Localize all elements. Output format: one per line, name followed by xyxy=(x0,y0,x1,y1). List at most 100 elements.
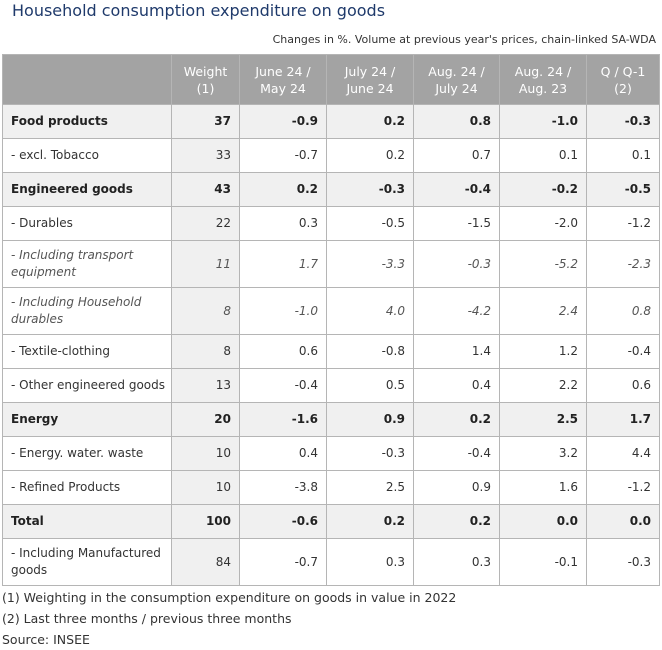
row-label: - excl. Tobacco xyxy=(2,138,172,173)
table-row: - Durables 22 0.3 -0.5 -1.5 -2.0 -1.2 xyxy=(2,206,660,241)
value-cell: 2.5 xyxy=(499,402,587,437)
value-cell: -0.1 xyxy=(499,538,587,586)
row-label: Engineered goods xyxy=(2,172,172,207)
value-cell: 0.3 xyxy=(239,206,327,241)
value-cell: 0.9 xyxy=(413,470,500,505)
value-cell: -2.0 xyxy=(499,206,587,241)
weight-cell: 20 xyxy=(171,402,240,437)
table-row: - Including Manufactured goods 84 -0.7 0.3 0… xyxy=(2,538,660,586)
row-label: - Refined Products xyxy=(2,470,172,505)
consumption-table: Weight (1) June 24 /May 24 July 24 /June … xyxy=(2,54,660,586)
weight-cell: 37 xyxy=(171,104,240,139)
value-cell: 1.2 xyxy=(499,334,587,369)
value-cell: -1.5 xyxy=(413,206,500,241)
value-cell: -0.3 xyxy=(586,538,660,586)
weight-cell: 8 xyxy=(171,334,240,369)
value-cell: 2.4 xyxy=(499,287,587,335)
value-cell: -0.5 xyxy=(586,172,660,207)
value-cell: 2.5 xyxy=(326,470,414,505)
weight-cell: 43 xyxy=(171,172,240,207)
weight-cell: 13 xyxy=(171,368,240,403)
value-cell: -0.7 xyxy=(239,138,327,173)
header-weight: Weight (1) xyxy=(171,54,240,105)
value-cell: -0.8 xyxy=(326,334,414,369)
source-note: Source: INSEE xyxy=(2,632,90,647)
table-row: Food products 37 -0.9 0.2 0.8 -1.0 -0.3 xyxy=(2,104,660,139)
value-cell: 4.4 xyxy=(586,436,660,471)
value-cell: 0.9 xyxy=(326,402,414,437)
value-cell: 0.6 xyxy=(239,334,327,369)
value-cell: 0.2 xyxy=(326,138,414,173)
row-label: Food products xyxy=(2,104,172,139)
value-cell: 0.2 xyxy=(413,504,500,539)
value-cell: -0.4 xyxy=(239,368,327,403)
table-row: - Including Household durables 8 -1.0 4.0 -4… xyxy=(2,287,660,335)
row-label: Energy xyxy=(2,402,172,437)
table-row: - Textile-clothing 8 0.6 -0.8 1.4 1.2 -0.4 xyxy=(2,334,660,369)
value-cell: 0.4 xyxy=(413,368,500,403)
value-cell: -5.2 xyxy=(499,240,587,288)
value-cell: 1.6 xyxy=(499,470,587,505)
header-aug-aug: Aug. 24 /Aug. 23 xyxy=(499,54,587,105)
weight-cell: 100 xyxy=(171,504,240,539)
weight-cell: 22 xyxy=(171,206,240,241)
weight-cell: 84 xyxy=(171,538,240,586)
value-cell: -0.3 xyxy=(413,240,500,288)
value-cell: -3.3 xyxy=(326,240,414,288)
footnotes: (1) Weighting in the consumption expendi… xyxy=(2,587,456,650)
header-june-may: June 24 /May 24 xyxy=(239,54,327,105)
value-cell: -4.2 xyxy=(413,287,500,335)
table-row: - Refined Products 10 -3.8 2.5 0.9 1.6 -1.2 xyxy=(2,470,660,505)
table-row: - Energy. water. waste 10 0.4 -0.3 -0.4 3.2 4.… xyxy=(2,436,660,471)
value-cell: -1.2 xyxy=(586,206,660,241)
value-cell: 0.8 xyxy=(586,287,660,335)
footnote-2: (2) Last three months / previous three m… xyxy=(2,611,292,626)
value-cell: -1.0 xyxy=(239,287,327,335)
weight-cell: 11 xyxy=(171,240,240,288)
value-cell: -1.6 xyxy=(239,402,327,437)
page-title: Household consumption expenditure on goo… xyxy=(12,1,386,20)
value-cell: -0.4 xyxy=(413,172,500,207)
header-july-june: July 24 /June 24 xyxy=(326,54,414,105)
row-label: - Including Household durables xyxy=(2,287,172,335)
value-cell: 0.5 xyxy=(326,368,414,403)
value-cell: 0.1 xyxy=(586,138,660,173)
value-cell: 1.4 xyxy=(413,334,500,369)
value-cell: 0.8 xyxy=(413,104,500,139)
row-label: - Energy. water. waste xyxy=(2,436,172,471)
value-cell: -3.8 xyxy=(239,470,327,505)
row-label: - Including Manufactured goods xyxy=(2,538,172,586)
weight-cell: 33 xyxy=(171,138,240,173)
header-aug-july: Aug. 24 /July 24 xyxy=(413,54,500,105)
table-row: Energy 20 -1.6 0.9 0.2 2.5 1.7 xyxy=(2,402,660,437)
value-cell: -2.3 xyxy=(586,240,660,288)
value-cell: -0.7 xyxy=(239,538,327,586)
footnote-1: (1) Weighting in the consumption expendi… xyxy=(2,590,457,605)
value-cell: 0.0 xyxy=(499,504,587,539)
header-quarter: Q / Q-1 (2) xyxy=(586,54,660,105)
value-cell: 0.3 xyxy=(326,538,414,586)
value-cell: -0.9 xyxy=(239,104,327,139)
table-header-row: Weight (1) June 24 /May 24 July 24 /June … xyxy=(2,54,660,105)
value-cell: -0.3 xyxy=(586,104,660,139)
table-row: Total 100 -0.6 0.2 0.2 0.0 0.0 xyxy=(2,504,660,539)
weight-cell: 10 xyxy=(171,470,240,505)
value-cell: 0.2 xyxy=(239,172,327,207)
value-cell: -0.4 xyxy=(586,334,660,369)
value-cell: -0.4 xyxy=(413,436,500,471)
value-cell: -1.2 xyxy=(586,470,660,505)
value-cell: 0.2 xyxy=(326,504,414,539)
value-cell: 1.7 xyxy=(239,240,327,288)
row-label: - Other engineered goods xyxy=(2,368,172,403)
table-row: - Other engineered goods 13 -0.4 0.5 0.4 2.2 0… xyxy=(2,368,660,403)
table-row: - excl. Tobacco 33 -0.7 0.2 0.7 0.1 0.1 xyxy=(2,138,660,173)
value-cell: 3.2 xyxy=(499,436,587,471)
weight-cell: 8 xyxy=(171,287,240,335)
value-cell: 0.6 xyxy=(586,368,660,403)
value-cell: 0.2 xyxy=(413,402,500,437)
header-label-cell xyxy=(2,54,172,105)
value-cell: 0.7 xyxy=(413,138,500,173)
row-label: - Textile-clothing xyxy=(2,334,172,369)
value-cell: -1.0 xyxy=(499,104,587,139)
table-row: Engineered goods 43 0.2 -0.3 -0.4 -0.2 -0.5 xyxy=(2,172,660,207)
